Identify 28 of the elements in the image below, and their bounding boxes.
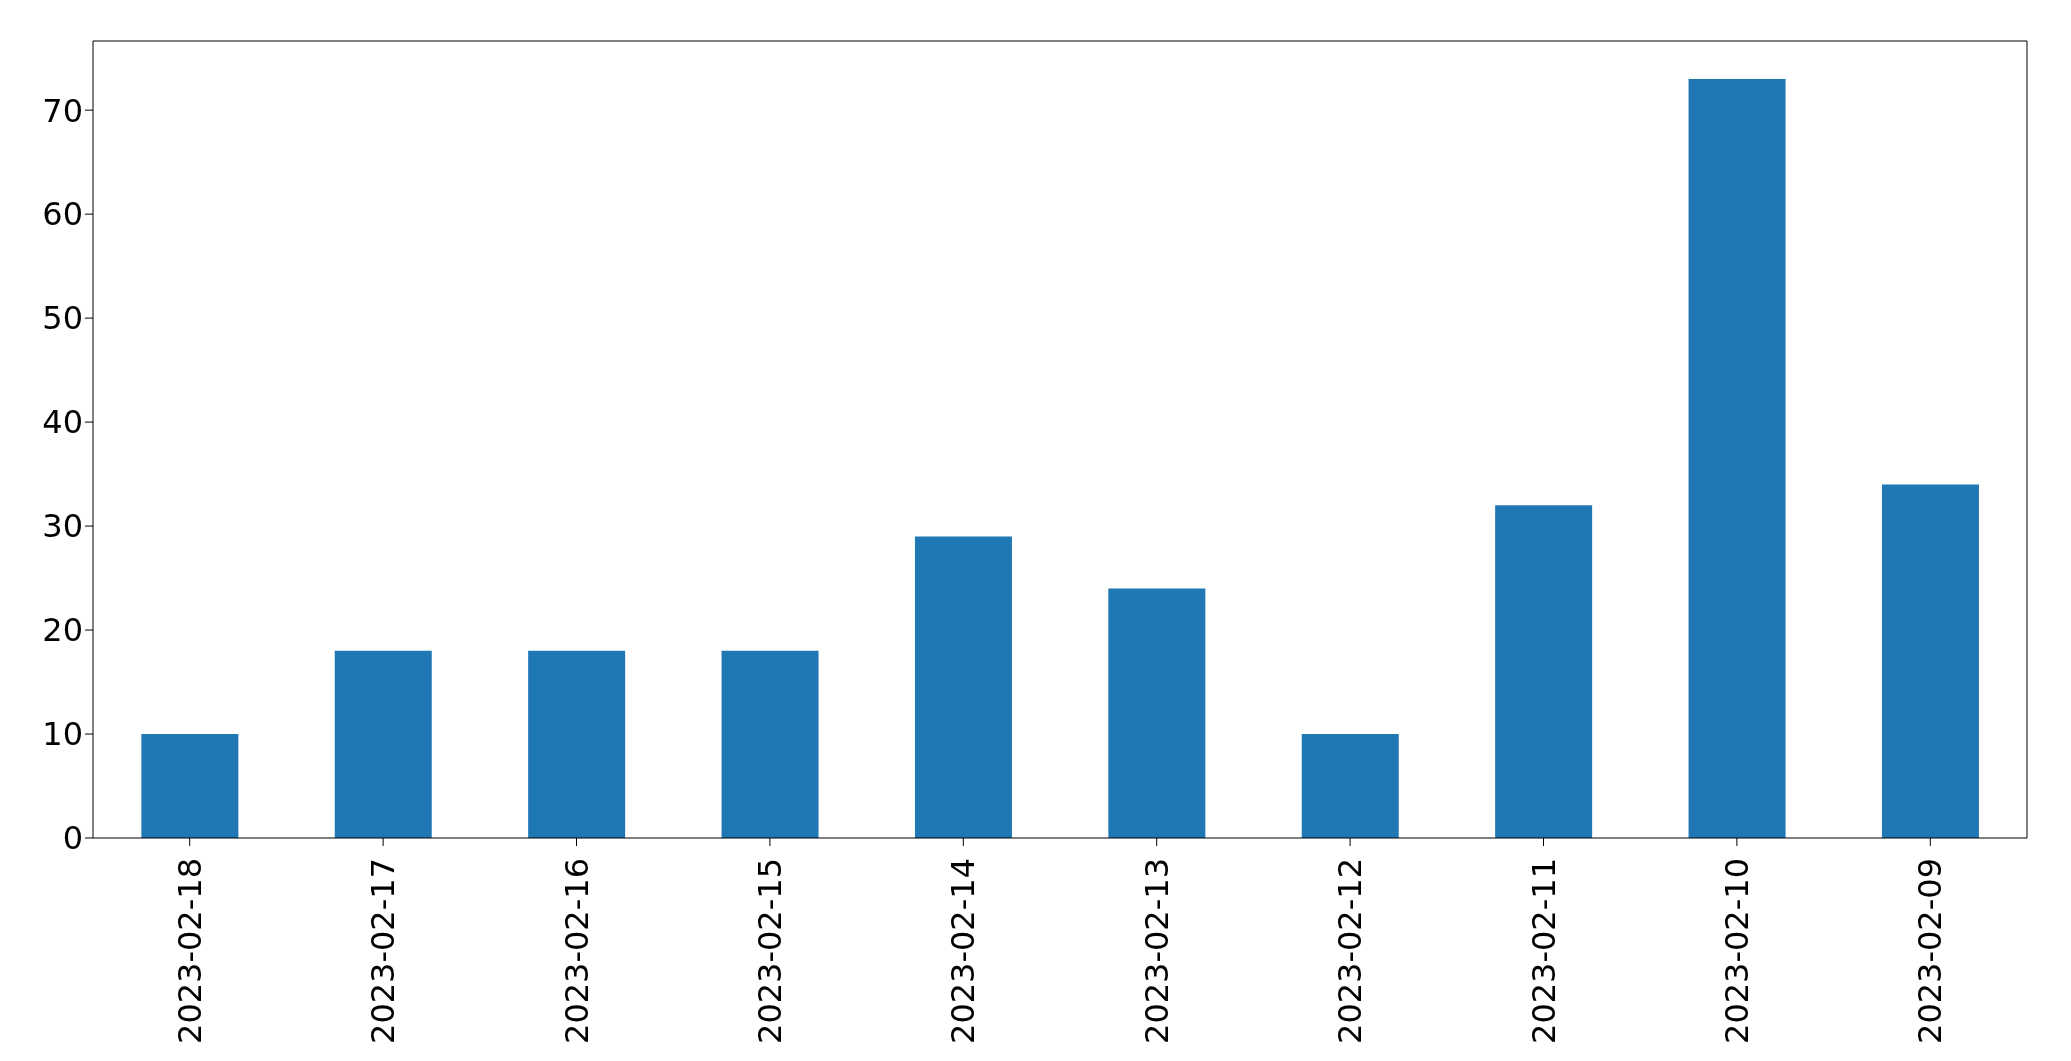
- y-tick-label: 70: [42, 91, 83, 130]
- y-tick-label: 40: [42, 403, 83, 442]
- x-tick-label: 2023-02-18: [170, 858, 209, 1044]
- bar: [1301, 734, 1399, 838]
- x-tick-label: 2023-02-14: [944, 858, 983, 1044]
- bar: [721, 650, 819, 838]
- y-tick-label: 0: [62, 819, 83, 858]
- bar: [334, 650, 432, 838]
- bar: [914, 536, 1012, 838]
- x-tick-label: 2023-02-11: [1524, 858, 1563, 1044]
- x-tick-label: 2023-02-12: [1331, 858, 1370, 1044]
- y-tick-label: 50: [42, 299, 83, 338]
- bar: [1495, 505, 1593, 838]
- bar: [1108, 588, 1206, 838]
- x-tick-label: 2023-02-16: [557, 858, 596, 1044]
- y-tick-label: 60: [42, 195, 83, 234]
- bar: [1688, 78, 1786, 838]
- bar: [1881, 484, 1979, 838]
- bar: [528, 650, 626, 838]
- y-tick-label: 20: [42, 611, 83, 650]
- bar: [141, 734, 239, 838]
- x-tick-label: 2023-02-17: [364, 858, 403, 1044]
- y-tick-label: 30: [42, 507, 83, 546]
- x-tick-label: 2023-02-10: [1717, 858, 1756, 1044]
- x-tick-label: 2023-02-15: [750, 858, 789, 1044]
- x-tick-label: 2023-02-13: [1137, 858, 1176, 1044]
- x-tick-label: 2023-02-09: [1911, 858, 1950, 1044]
- y-tick-label: 10: [42, 715, 83, 754]
